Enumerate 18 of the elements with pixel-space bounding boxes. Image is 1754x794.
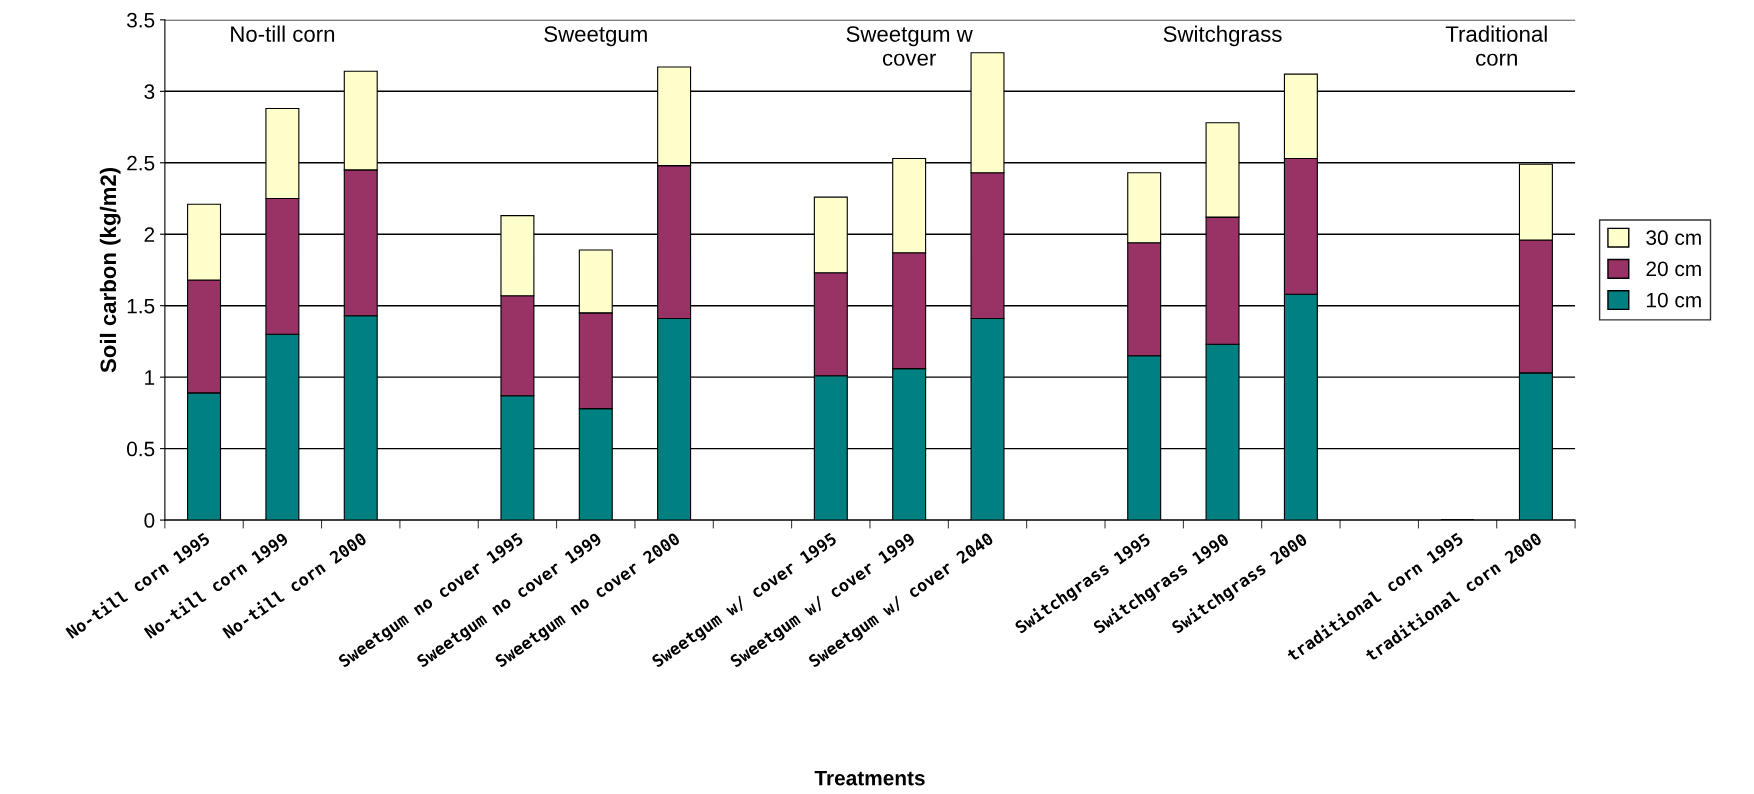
annotation: Sweetgum w cover — [846, 26, 973, 66]
x-axis-title: Treatments — [814, 770, 925, 786]
y-tick-label: 1.5 — [127, 298, 155, 314]
y-tick-label: 3.5 — [126, 12, 155, 28]
legend-label: 30 cm — [1646, 230, 1701, 246]
y-tick-label: 0 — [144, 513, 155, 528]
annotation: Traditional corn — [1445, 25, 1547, 66]
y-tick-label: 2 — [144, 227, 155, 242]
y-tick-label: 2.5 — [127, 155, 155, 171]
y-tick-label: 1 — [145, 370, 155, 385]
legend-label: 10 cm — [1647, 292, 1701, 308]
annotation: Switchgrass — [1163, 25, 1282, 47]
y-tick-label: 0.5 — [127, 441, 155, 457]
legend-label: 20 cm — [1646, 261, 1701, 277]
y-axis-title: Soil carbon (kg/m2) — [99, 167, 121, 373]
y-tick-label: 3 — [144, 84, 155, 100]
annotation: No-till corn — [231, 25, 335, 42]
annotation: Sweetgum — [544, 26, 647, 47]
